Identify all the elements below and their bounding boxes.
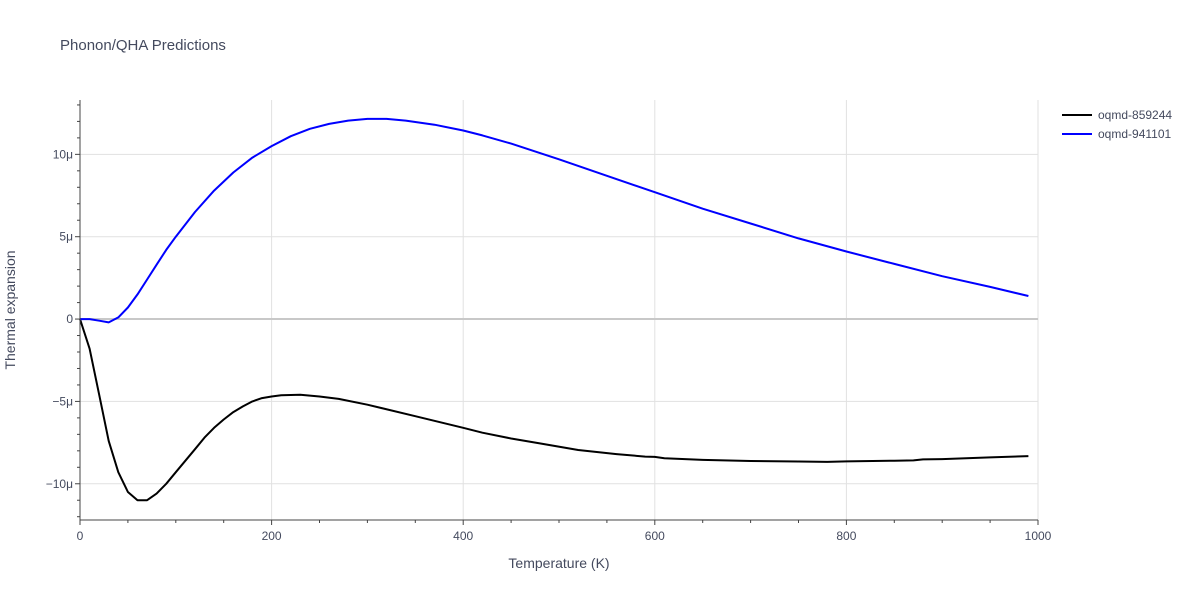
y-tick-label: −5μ [52,394,73,408]
x-tick-label: 1000 [1025,529,1052,543]
series-line-oqmd-859244[interactable] [79,318,1029,502]
chart-title: Phonon/QHA Predictions [60,37,226,54]
grid [80,100,1039,520]
x-tick-label: 800 [836,529,856,543]
legend-item-oqmd-941101[interactable]: oqmd-941101 [1062,127,1171,141]
legend-label: oqmd-941101 [1098,127,1171,141]
y-axis-title: Thermal expansion [2,250,18,369]
y-tick-label: −10μ [46,477,73,491]
y-tick-label: 0 [66,312,73,326]
axes: 0 200 400 600 800 1000 −10μ −5μ 0 5μ 10μ [46,100,1052,543]
x-tick-label: 600 [645,529,665,543]
x-tick-label: 400 [453,529,473,543]
x-tick-label: 0 [77,529,84,543]
legend-label: oqmd-859244 [1098,108,1172,122]
series-layer [79,117,1029,502]
legend-item-oqmd-859244[interactable]: oqmd-859244 [1062,108,1172,122]
x-tick-label: 200 [262,529,282,543]
x-axis-title: Temperature (K) [508,555,609,571]
y-tick-label: 5μ [59,230,73,244]
legend[interactable]: oqmd-859244 oqmd-941101 [1062,108,1172,141]
series-line-oqmd-941101[interactable] [80,117,1029,324]
y-tick-label: 10μ [53,147,73,161]
